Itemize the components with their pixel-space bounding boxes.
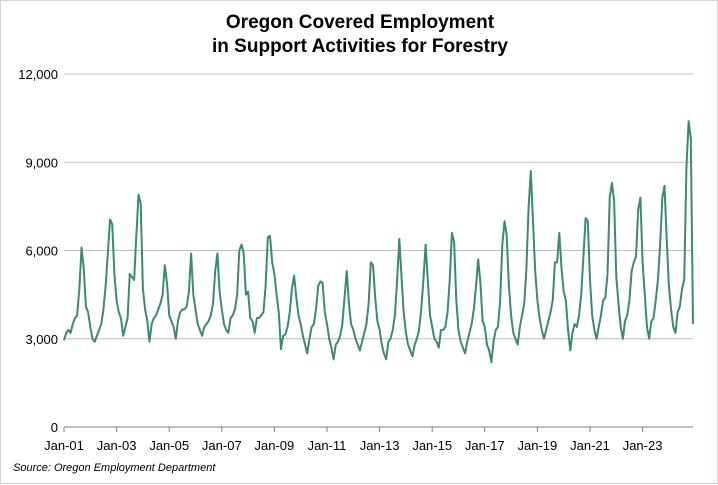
source-note: Source: Oregon Employment Department [13, 462, 216, 474]
series-line [63, 120, 694, 364]
y-tick-label: 0 [51, 420, 58, 435]
plot-area [63, 120, 694, 364]
x-tick-label: Jan-23 [623, 438, 663, 453]
y-tick-label: 6,000 [25, 244, 58, 259]
x-tick-label: Jan-21 [570, 438, 610, 453]
x-tick-label: Jan-07 [202, 438, 242, 453]
x-tick-label: Jan-01 [44, 438, 84, 453]
x-tick-label: Jan-19 [518, 438, 558, 453]
x-tick-label: Jan-09 [255, 438, 295, 453]
x-tick-label: Jan-05 [149, 438, 189, 453]
chart-title-line-2: in Support Activities for Forestry [212, 36, 508, 57]
x-tick-label: Jan-03 [97, 438, 137, 453]
x-tick-label: Jan-11 [308, 438, 347, 453]
y-tick-label: 9,000 [25, 155, 58, 170]
gridlines [64, 73, 693, 340]
y-tick-label: 12,000 [18, 67, 58, 82]
y-tick-label: 3,000 [25, 332, 58, 347]
x-tick-label: Jan-15 [412, 438, 452, 453]
chart-title: Oregon Covered Employment in Support Act… [1, 11, 718, 59]
chart-title-line-1: Oregon Covered Employment [225, 12, 495, 33]
y-axis: 0 3,000 6,000 9,000 12,000 [18, 67, 58, 435]
x-axis: Jan-01 Jan-03 Jan-05 Jan-07 Jan-09 Jan-11 Jan-… [44, 426, 693, 453]
x-tick-label: Jan-13 [360, 438, 400, 453]
x-tick-label: Jan-17 [465, 438, 505, 453]
